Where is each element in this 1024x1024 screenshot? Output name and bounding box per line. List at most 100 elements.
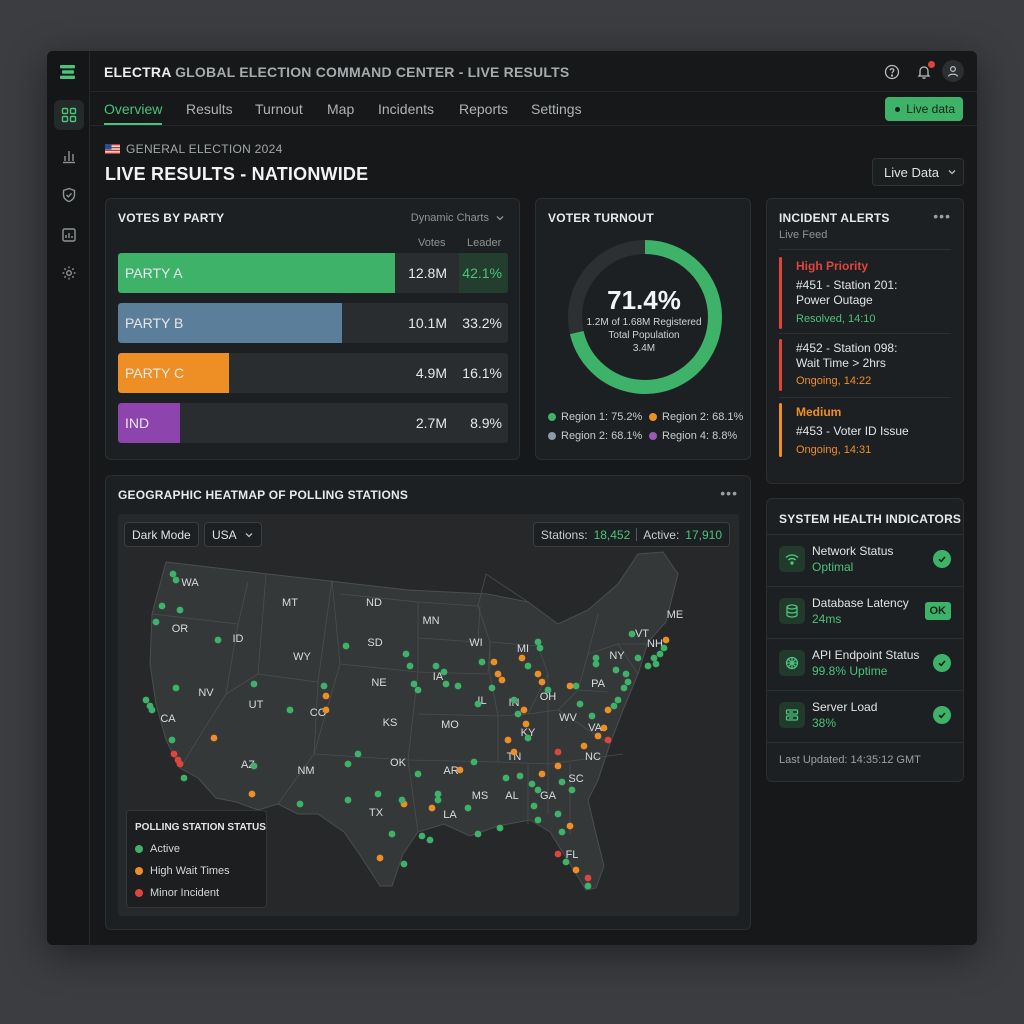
station-marker[interactable]	[322, 692, 330, 700]
party-row[interactable]: PARTY C 4.9M 16.1%	[118, 353, 508, 393]
station-marker[interactable]	[528, 780, 536, 788]
more-options-button[interactable]: •••	[933, 208, 951, 224]
station-marker[interactable]	[628, 630, 636, 638]
station-marker[interactable]	[414, 686, 422, 694]
station-marker[interactable]	[344, 796, 352, 804]
health-item-server[interactable]: Server Load 38%	[767, 690, 963, 742]
tab-map[interactable]: Map	[327, 101, 355, 117]
station-marker[interactable]	[418, 832, 426, 840]
station-marker[interactable]	[342, 642, 350, 650]
station-marker[interactable]	[592, 654, 600, 662]
station-marker[interactable]	[614, 696, 622, 704]
station-marker[interactable]	[580, 742, 588, 750]
station-marker[interactable]	[558, 828, 566, 836]
station-marker[interactable]	[248, 790, 256, 798]
station-marker[interactable]	[474, 700, 482, 708]
health-item-database[interactable]: Database Latency 24ms OK	[767, 586, 963, 638]
health-item-network[interactable]: Network Status Optimal	[767, 534, 963, 586]
station-marker[interactable]	[440, 668, 448, 676]
station-marker[interactable]	[516, 772, 524, 780]
station-marker[interactable]	[344, 760, 352, 768]
station-marker[interactable]	[434, 790, 442, 798]
station-marker[interactable]	[562, 858, 570, 866]
station-marker[interactable]	[454, 682, 462, 690]
station-marker[interactable]	[622, 670, 630, 678]
rail-dashboard-button[interactable]	[54, 100, 84, 130]
station-marker[interactable]	[456, 766, 464, 774]
station-marker[interactable]	[600, 724, 608, 732]
station-marker[interactable]	[152, 618, 160, 626]
tab-reports[interactable]: Reports	[459, 101, 509, 117]
station-marker[interactable]	[610, 702, 618, 710]
station-marker[interactable]	[624, 678, 632, 686]
station-marker[interactable]	[524, 662, 532, 670]
party-row[interactable]: PARTY B 10.1M 33.2%	[118, 303, 508, 343]
station-marker[interactable]	[524, 734, 532, 742]
station-marker[interactable]	[554, 850, 562, 858]
live-data-button[interactable]: Live data	[885, 97, 963, 121]
tab-overview[interactable]: Overview	[104, 101, 163, 117]
station-marker[interactable]	[398, 796, 406, 804]
help-button[interactable]	[882, 62, 902, 82]
station-marker[interactable]	[496, 824, 504, 832]
tab-turnout[interactable]: Turnout	[255, 101, 303, 117]
incident-item[interactable]: #452 - Station 098: Wait Time > 2hrs Ong…	[779, 339, 951, 391]
station-marker[interactable]	[656, 650, 664, 658]
rail-security-button[interactable]	[54, 180, 84, 210]
station-marker[interactable]	[170, 750, 178, 758]
station-marker[interactable]	[554, 748, 562, 756]
station-marker[interactable]	[576, 700, 584, 708]
station-marker[interactable]	[544, 686, 552, 694]
station-marker[interactable]	[426, 836, 434, 844]
station-marker[interactable]	[538, 678, 546, 686]
station-marker[interactable]	[388, 830, 396, 838]
station-marker[interactable]	[558, 778, 566, 786]
station-marker[interactable]	[514, 710, 522, 718]
station-marker[interactable]	[644, 662, 652, 670]
station-marker[interactable]	[180, 774, 188, 782]
station-marker[interactable]	[568, 786, 576, 794]
station-marker[interactable]	[442, 680, 450, 688]
station-marker[interactable]	[490, 658, 498, 666]
station-marker[interactable]	[510, 696, 518, 704]
station-marker[interactable]	[536, 644, 544, 652]
station-marker[interactable]	[142, 696, 150, 704]
station-marker[interactable]	[478, 658, 486, 666]
station-marker[interactable]	[518, 654, 526, 662]
station-marker[interactable]	[176, 606, 184, 614]
station-marker[interactable]	[176, 760, 184, 768]
tab-results[interactable]: Results	[186, 101, 233, 117]
station-marker[interactable]	[522, 720, 530, 728]
station-marker[interactable]	[620, 684, 628, 692]
station-marker[interactable]	[172, 576, 180, 584]
dark-mode-button[interactable]: Dark Mode	[124, 522, 199, 547]
station-marker[interactable]	[652, 660, 660, 668]
station-marker[interactable]	[414, 770, 422, 778]
station-marker[interactable]	[592, 660, 600, 668]
station-marker[interactable]	[376, 854, 384, 862]
station-marker[interactable]	[604, 706, 612, 714]
station-marker[interactable]	[554, 810, 562, 818]
station-marker[interactable]	[158, 602, 166, 610]
station-marker[interactable]	[534, 638, 542, 646]
station-marker[interactable]	[504, 736, 512, 744]
station-marker[interactable]	[604, 736, 612, 744]
station-marker[interactable]	[566, 682, 574, 690]
station-marker[interactable]	[650, 654, 658, 662]
station-marker[interactable]	[168, 736, 176, 744]
station-marker[interactable]	[594, 732, 602, 740]
station-marker[interactable]	[488, 684, 496, 692]
station-marker[interactable]	[410, 680, 418, 688]
station-marker[interactable]	[210, 734, 218, 742]
party-row[interactable]: IND 2.7M 8.9%	[118, 403, 508, 443]
station-marker[interactable]	[534, 670, 542, 678]
station-marker[interactable]	[286, 706, 294, 714]
station-marker[interactable]	[432, 662, 440, 670]
incident-item[interactable]: Medium #453 - Voter ID Issue Ongoing, 14…	[779, 403, 951, 457]
station-marker[interactable]	[214, 636, 222, 644]
rail-settings-button[interactable]	[54, 258, 84, 288]
us-map[interactable]: WA OR CA ID NV MT WY UT AZ CO NM ND SD NE KS OK TX MN IA MO…	[118, 514, 739, 916]
incident-item[interactable]: High Priority #451 - Station 201: Power …	[779, 257, 951, 329]
station-marker[interactable]	[634, 654, 642, 662]
station-marker[interactable]	[464, 804, 472, 812]
